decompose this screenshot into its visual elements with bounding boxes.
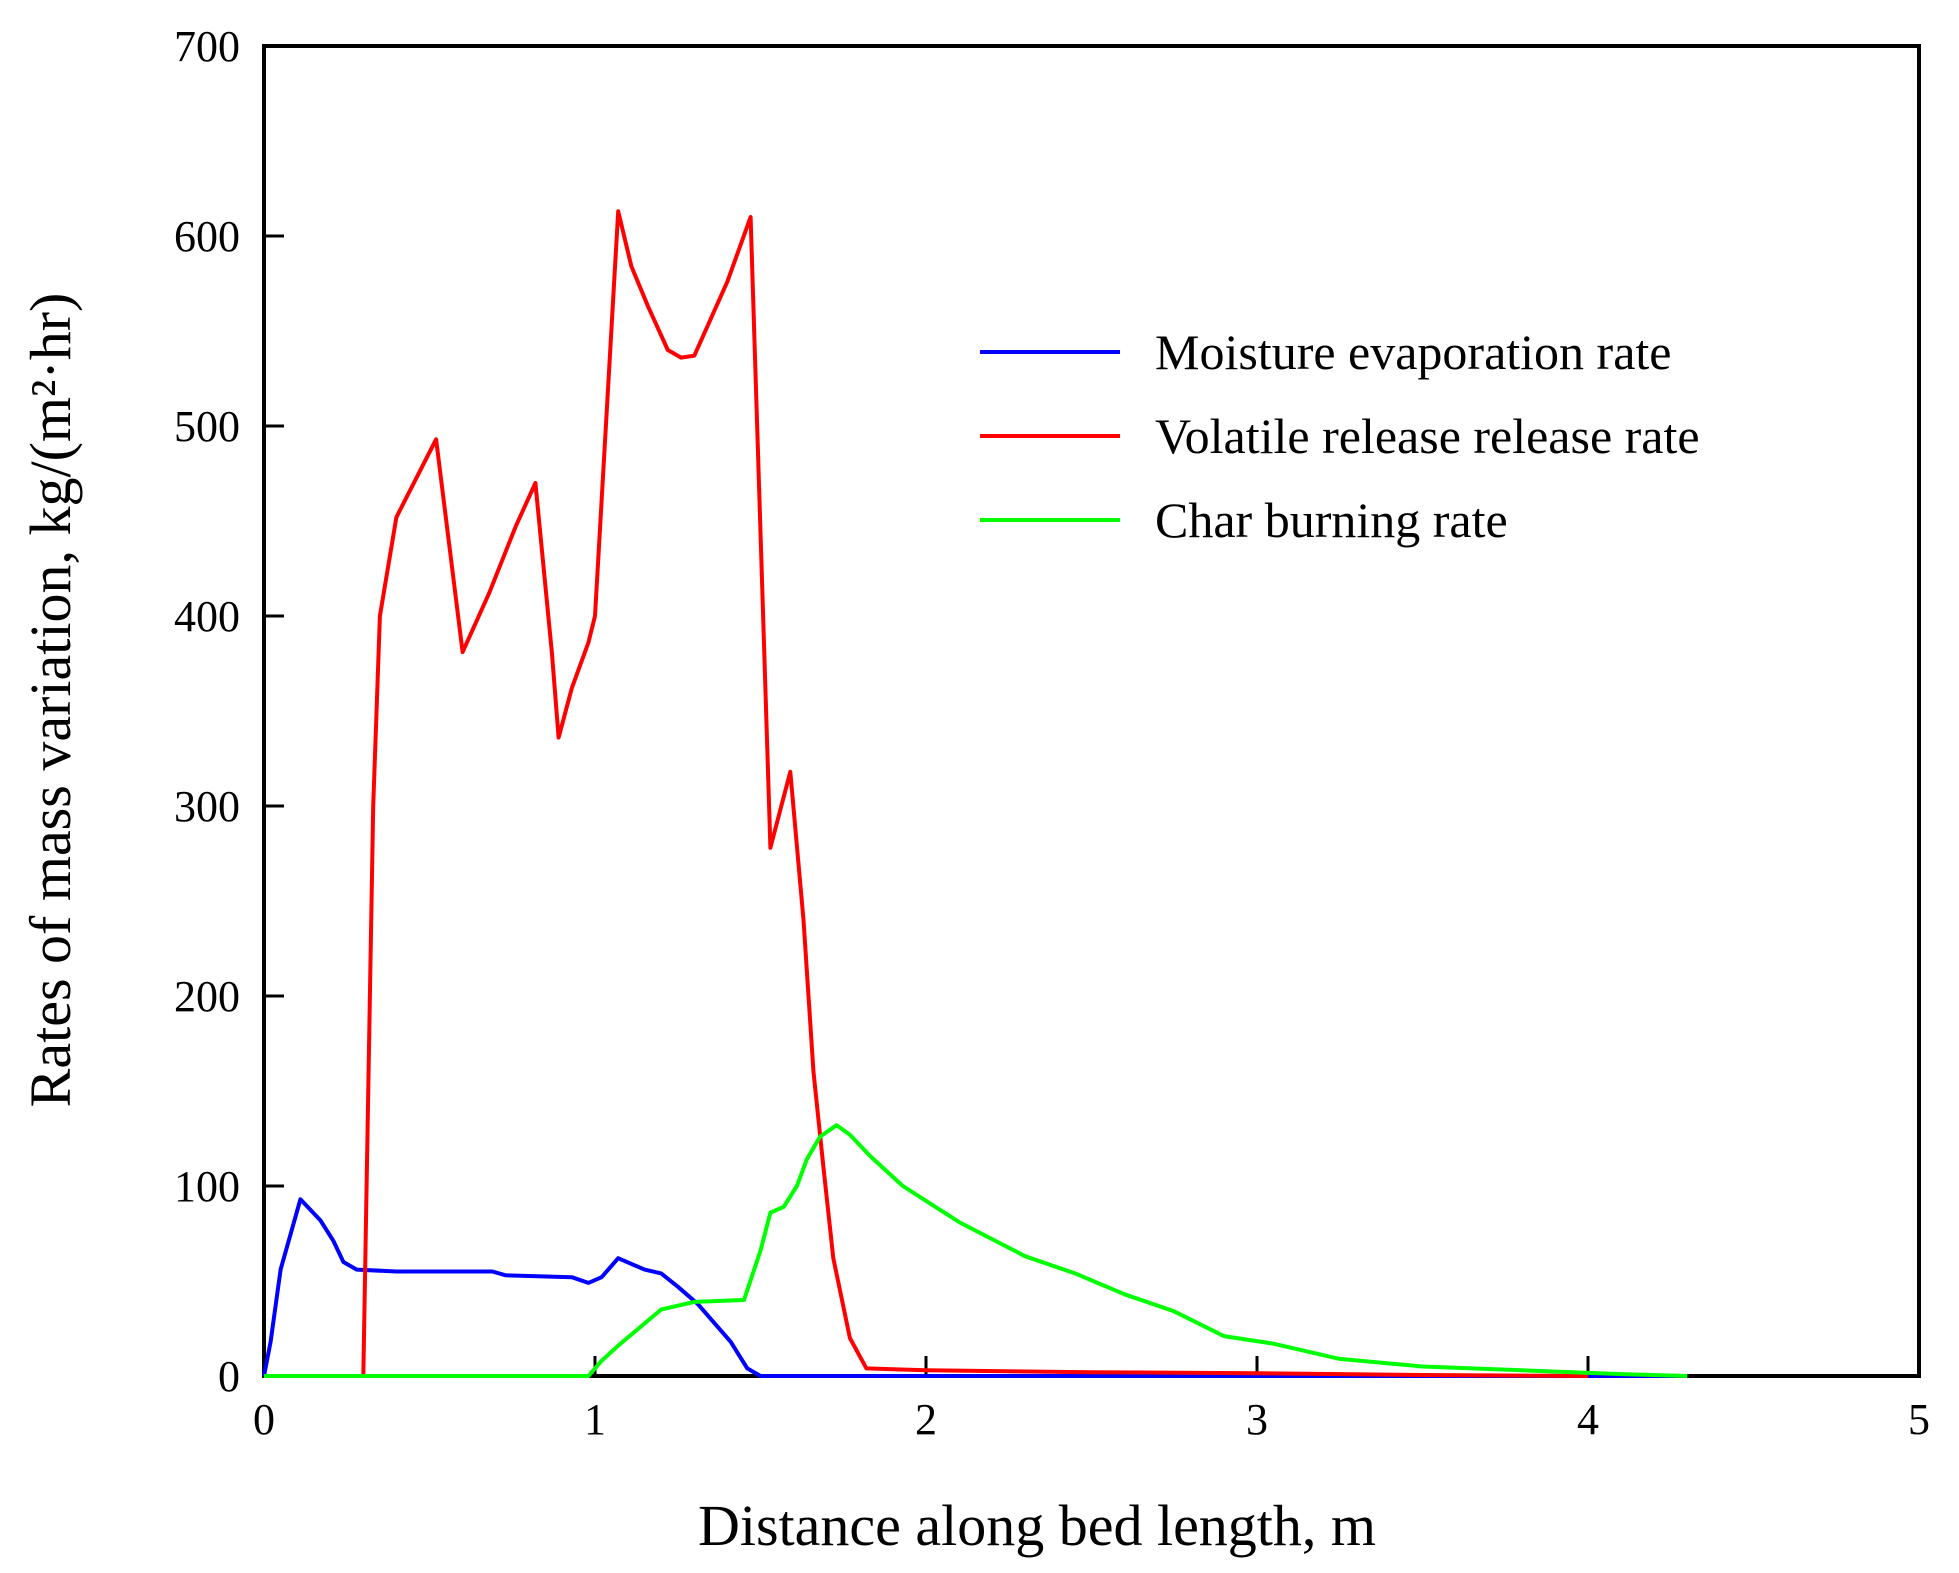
y-tick-label-4: 400	[174, 592, 240, 641]
series-layer	[262, 209, 1688, 1378]
series-line-volatile	[264, 209, 1589, 1378]
y-axis-title: Rates of mass variation, kg/(m²·hr)	[18, 293, 83, 1108]
x-tick-label-0: 0	[253, 1395, 275, 1444]
x-tick-label-1: 1	[584, 1395, 606, 1444]
y-tick-label-1: 100	[174, 1162, 240, 1211]
x-tick-label-2: 2	[915, 1395, 937, 1444]
y-tick-label-7: 700	[174, 22, 240, 71]
x-axis-title: Distance along bed length, m	[698, 1493, 1376, 1558]
y-tick-label-0: 0	[218, 1352, 240, 1401]
legend-label-char: Char burning rate	[1155, 492, 1508, 548]
legend-label-moisture: Moisture evaporation rate	[1155, 324, 1671, 380]
y-axis-ticks: 0 100 200 300 400 500 600 700	[174, 22, 284, 1401]
plot-frame	[262, 44, 1921, 1378]
series-line-moisture	[262, 1197, 1688, 1378]
legend: Moisture evaporation rate Volatile releas…	[980, 324, 1700, 548]
y-tick-label-2: 200	[174, 972, 240, 1021]
x-axis-ticks: 0 1 2 3 4 5	[253, 1356, 1930, 1444]
legend-label-volatile: Volatile release release rate	[1155, 408, 1700, 464]
plot-area: 0 1 2 3 4 5 0 100 200 300 400 500 600 700	[174, 22, 1930, 1444]
series-line-char	[264, 1123, 1688, 1378]
y-tick-label-6: 600	[174, 212, 240, 261]
x-tick-label-5: 5	[1908, 1395, 1930, 1444]
y-tick-label-5: 500	[174, 402, 240, 451]
x-tick-label-4: 4	[1577, 1395, 1599, 1444]
y-tick-label-3: 300	[174, 782, 240, 831]
x-tick-label-3: 3	[1246, 1395, 1268, 1444]
